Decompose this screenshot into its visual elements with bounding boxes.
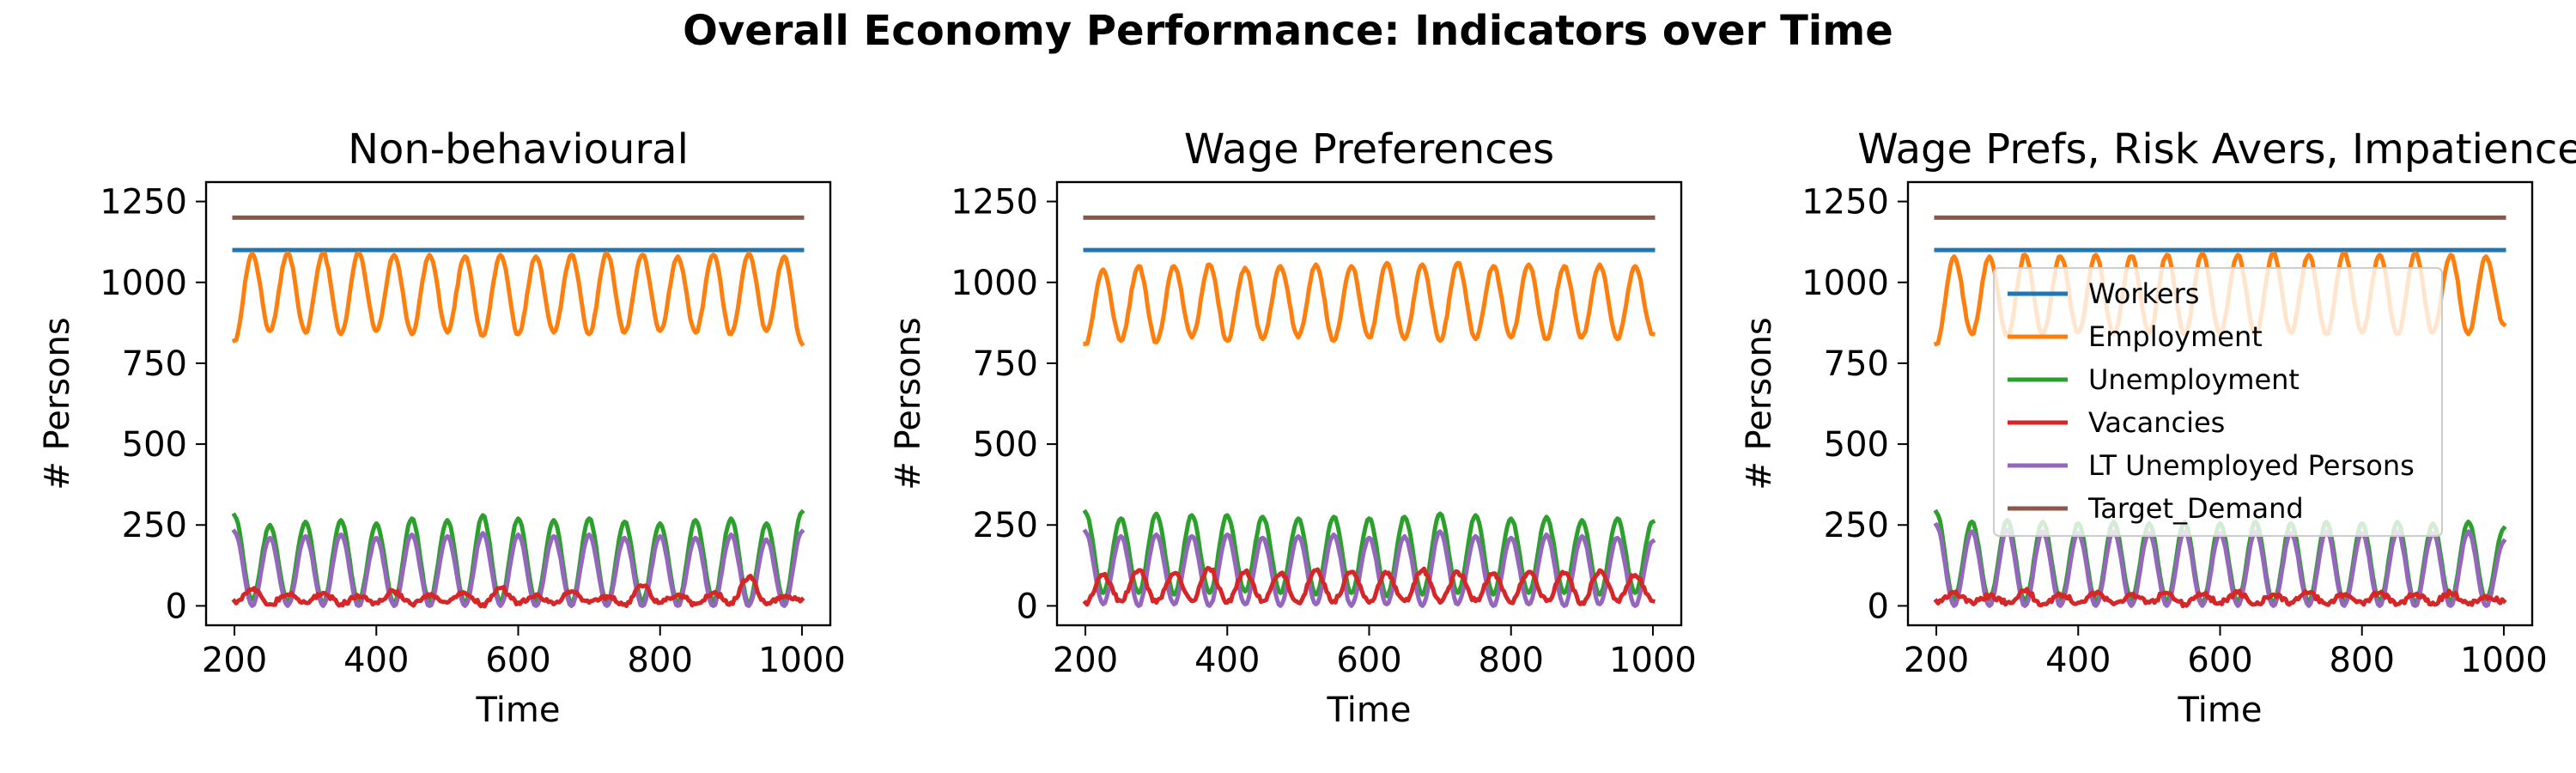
series-line-lt-unemployed-persons (1082, 528, 1656, 608)
plot-lines (231, 215, 805, 609)
series-line-employment (1083, 260, 1656, 347)
x-tick-label: 600 (2187, 641, 2252, 680)
panel-2: 200 400 600 800 1000 0 250 500 750 1000 1250 Time # … (889, 125, 1697, 730)
legend-label-vacancies: Vacancies (2088, 406, 2225, 439)
y-tick-label: 1000 (100, 264, 187, 303)
x-axis-label: Time (1327, 691, 1412, 730)
y-tick-label: 500 (973, 425, 1038, 465)
y-axis-label: # Persons (38, 317, 77, 490)
x-tick-label: 400 (2045, 641, 2111, 680)
y-tick-label: 1000 (951, 264, 1038, 303)
x-axis-label: Time (476, 691, 561, 730)
legend: Workers Employment Unemployment Vacancies LT… (1993, 267, 2443, 537)
y-tick-label: 0 (1868, 587, 1889, 626)
y-tick-label: 1000 (1801, 264, 1889, 303)
y-tick-label: 250 (973, 506, 1038, 545)
x-tick-label: 200 (1053, 641, 1118, 680)
legend-label-employment: Employment (2088, 320, 2263, 353)
series-line-unemployment (1082, 508, 1656, 599)
subplot-title: Wage Prefs, Risk Avers, Impatience (1857, 125, 2576, 173)
panel-3: 200 400 600 800 1000 0 250 500 750 1000 1250 Time # … (1740, 125, 2576, 730)
y-axis-label: # Persons (889, 317, 928, 490)
y-tick-label: 1250 (1801, 183, 1889, 222)
y-tick-label: 0 (1017, 587, 1038, 626)
legend-label-workers: Workers (2088, 277, 2199, 310)
figure-title: Overall Economy Performance: Indicators … (683, 7, 1893, 55)
y-tick-label: 750 (122, 344, 187, 384)
y-tick-label: 250 (122, 506, 187, 545)
y-tick-label: 1250 (951, 183, 1038, 222)
y-tick-label: 0 (166, 587, 187, 626)
x-tick-label: 1000 (2460, 641, 2548, 680)
plot-lines (1082, 215, 1656, 608)
x-tick-label: 200 (202, 641, 267, 680)
series-line-employment (231, 251, 805, 347)
x-tick-label: 400 (1194, 641, 1260, 680)
legend-label-lt-unemployed-persons: LT Unemployed Persons (2088, 449, 2415, 482)
series-line-vacancies (1082, 565, 1656, 607)
x-tick-label: 600 (1336, 641, 1401, 680)
x-tick-label: 600 (485, 641, 550, 680)
panel-1: 200 400 600 800 1000 0 250 500 750 1000 1250 Time # … (38, 125, 846, 730)
y-tick-label: 750 (1824, 344, 1889, 384)
subplot-title: Non-behavioural (348, 125, 689, 173)
y-axis-label: # Persons (1740, 317, 1779, 490)
y-tick-label: 750 (973, 344, 1038, 384)
series-line-vacancies (1933, 587, 2507, 609)
x-tick-label: 800 (628, 641, 693, 680)
x-tick-label: 800 (1479, 641, 1544, 680)
legend-label-unemployment: Unemployment (2088, 363, 2300, 396)
x-axis-label: Time (2178, 691, 2263, 730)
y-tick-label: 250 (1824, 506, 1889, 545)
x-tick-label: 1000 (1609, 641, 1697, 680)
subplot-title: Wage Preferences (1184, 125, 1554, 173)
y-tick-label: 1250 (100, 183, 187, 222)
x-tick-label: 800 (2330, 641, 2395, 680)
x-tick-label: 200 (1904, 641, 1969, 680)
y-tick-label: 500 (122, 425, 187, 465)
legend-box (1993, 267, 2443, 537)
series-line-lt-unemployed-persons (231, 528, 805, 608)
y-tick-label: 500 (1824, 425, 1889, 465)
legend-label-target-demand: Target_Demand (2087, 492, 2304, 525)
x-tick-label: 1000 (758, 641, 846, 680)
series-line-vacancies (231, 574, 805, 609)
x-tick-label: 400 (343, 641, 409, 680)
